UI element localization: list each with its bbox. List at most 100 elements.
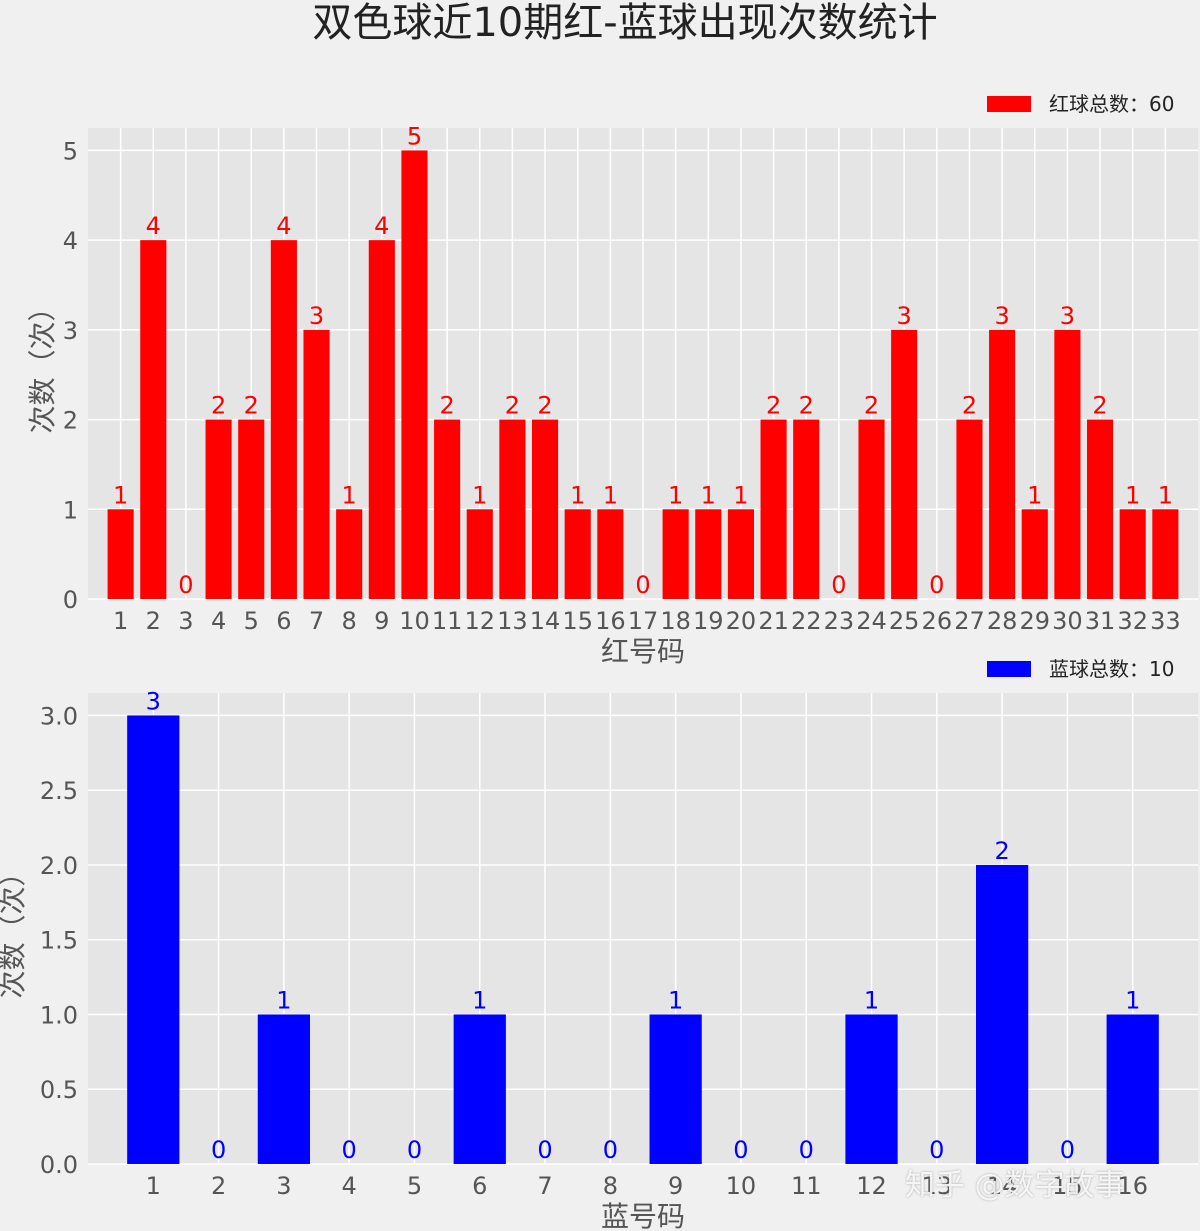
x-tick-label: 18 — [660, 607, 691, 635]
data-label: 0 — [537, 1136, 552, 1164]
y-tick-label: 3.0 — [40, 702, 78, 730]
data-label: 0 — [1060, 1136, 1075, 1164]
data-label: 3 — [146, 687, 161, 715]
data-label: 2 — [962, 392, 977, 420]
red-ball-chart: 0123451142032425463718495102111122132141… — [26, 92, 1198, 668]
x-tick-label: 17 — [628, 607, 659, 635]
bar — [760, 419, 787, 599]
bar — [532, 419, 559, 599]
bar — [891, 329, 918, 599]
x-tick-label: 8 — [603, 1172, 618, 1200]
x-tick-label: 12 — [464, 607, 495, 635]
data-label: 2 — [1092, 392, 1107, 420]
x-tick-label: 14 — [530, 607, 561, 635]
data-label: 1 — [733, 481, 748, 509]
bar — [257, 1014, 310, 1164]
x-tick-label: 5 — [407, 1172, 422, 1200]
x-tick-label: 15 — [1052, 1172, 1083, 1200]
x-tick-label: 33 — [1150, 607, 1181, 635]
data-label: 0 — [929, 571, 944, 599]
data-label: 0 — [799, 1136, 814, 1164]
x-tick-label: 5 — [244, 607, 259, 635]
x-axis-label: 蓝号码 — [601, 1200, 685, 1231]
bar — [662, 509, 689, 599]
bar — [695, 509, 722, 599]
plot-area — [88, 693, 1198, 1164]
bar — [1021, 509, 1048, 599]
bar — [976, 864, 1029, 1164]
legend-label: 蓝球总数：10 — [1049, 657, 1174, 681]
data-label: 0 — [211, 1136, 226, 1164]
x-tick-label: 10 — [399, 607, 430, 635]
x-tick-label: 4 — [342, 1172, 357, 1200]
data-label: 4 — [146, 212, 161, 240]
x-tick-label: 11 — [432, 607, 463, 635]
bar — [727, 509, 754, 599]
x-tick-label: 12 — [856, 1172, 887, 1200]
x-tick-label: 22 — [791, 607, 822, 635]
data-label: 0 — [635, 571, 650, 599]
bar — [956, 419, 983, 599]
data-label: 1 — [570, 481, 585, 509]
bar — [368, 240, 395, 599]
data-label: 2 — [505, 392, 520, 420]
x-tick-label: 3 — [276, 1172, 291, 1200]
data-label: 5 — [407, 122, 422, 150]
data-label: 3 — [309, 302, 324, 330]
data-label: 0 — [178, 571, 193, 599]
y-axis-label: 次数（次） — [26, 293, 59, 433]
data-label: 0 — [603, 1136, 618, 1164]
x-tick-label: 13 — [497, 607, 528, 635]
data-label: 2 — [994, 837, 1009, 865]
x-tick-label: 26 — [922, 607, 953, 635]
bar — [303, 329, 330, 599]
x-tick-label: 24 — [856, 607, 887, 635]
bar — [649, 1014, 702, 1164]
bar — [597, 509, 624, 599]
bar — [107, 509, 134, 599]
data-label: 1 — [276, 986, 291, 1014]
blue-ball-chart: 0.00.51.01.52.02.53.03102130405160708190… — [0, 657, 1198, 1231]
x-tick-label: 2 — [146, 607, 161, 635]
bar — [989, 329, 1016, 599]
x-tick-label: 11 — [791, 1172, 822, 1200]
data-label: 1 — [603, 481, 618, 509]
bar — [205, 419, 232, 599]
data-label: 1 — [1027, 481, 1042, 509]
data-label: 0 — [929, 1136, 944, 1164]
x-tick-label: 6 — [276, 607, 291, 635]
x-tick-label: 15 — [562, 607, 593, 635]
data-label: 3 — [1060, 302, 1075, 330]
y-tick-label: 1.0 — [40, 1001, 78, 1029]
data-label: 2 — [864, 392, 879, 420]
y-tick-label: 4 — [63, 227, 78, 255]
y-tick-label: 2.0 — [40, 852, 78, 880]
y-tick-label: 0 — [63, 586, 78, 614]
bar — [1119, 509, 1146, 599]
x-tick-label: 16 — [595, 607, 626, 635]
y-tick-label: 0.0 — [40, 1151, 78, 1179]
data-label: 1 — [668, 481, 683, 509]
y-tick-label: 2.5 — [40, 777, 78, 805]
bar — [1054, 329, 1081, 599]
bar — [499, 419, 526, 599]
y-tick-label: 0.5 — [40, 1076, 78, 1104]
data-label: 2 — [766, 392, 781, 420]
data-label: 2 — [244, 392, 259, 420]
x-tick-label: 27 — [954, 607, 985, 635]
data-label: 1 — [1125, 986, 1140, 1014]
bar — [270, 240, 297, 599]
x-tick-label: 2 — [211, 1172, 226, 1200]
data-label: 0 — [342, 1136, 357, 1164]
x-tick-label: 6 — [472, 1172, 487, 1200]
x-tick-label: 8 — [342, 607, 357, 635]
y-tick-label: 3 — [63, 317, 78, 345]
x-tick-label: 32 — [1117, 607, 1148, 635]
data-label: 2 — [537, 392, 552, 420]
y-tick-label: 1 — [63, 496, 78, 524]
data-label: 1 — [864, 986, 879, 1014]
bar — [793, 419, 820, 599]
data-label: 1 — [472, 986, 487, 1014]
x-tick-label: 30 — [1052, 607, 1083, 635]
